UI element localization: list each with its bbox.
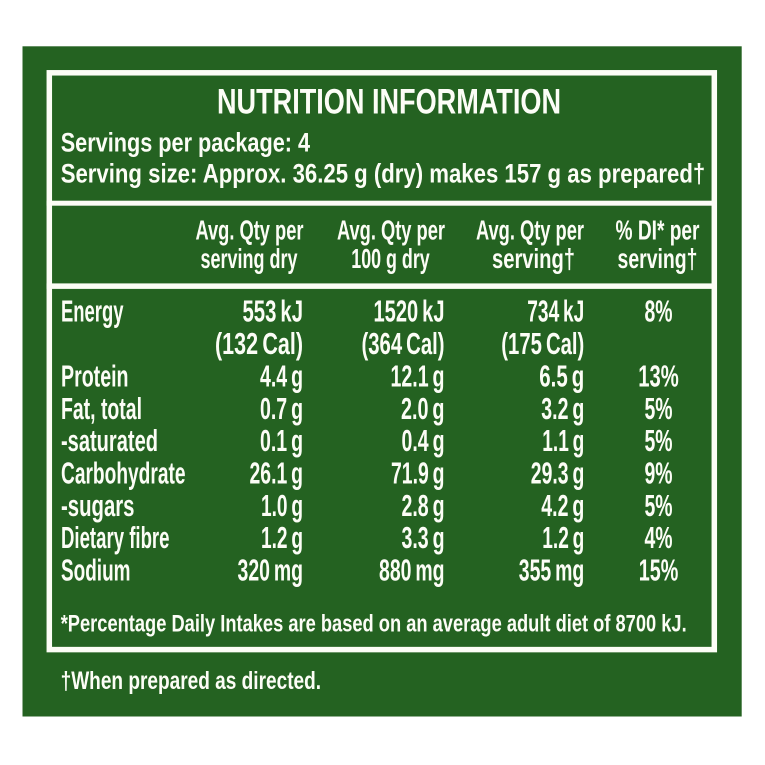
svg-text:*Percentage Daily Intakes are: *Percentage Daily Intakes are based on a… [61, 611, 687, 638]
svg-text:880 mg: 880 mg [379, 553, 445, 588]
svg-text:NUTRITION INFORMATION: NUTRITION INFORMATION [217, 83, 561, 122]
svg-text:4.4 g: 4.4 g [260, 358, 303, 393]
svg-text:Carbohydrate: Carbohydrate [61, 456, 186, 491]
svg-text:serving†: serving† [618, 243, 698, 274]
svg-text:-saturated: -saturated [61, 423, 158, 458]
svg-text:Sodium: Sodium [61, 553, 131, 588]
svg-text:2.8 g: 2.8 g [402, 488, 445, 523]
svg-text:1.0 g: 1.0 g [261, 488, 303, 523]
svg-text:Fat, total: Fat, total [61, 391, 142, 426]
svg-text:0.4 g: 0.4 g [402, 423, 445, 458]
svg-text:(175 Cal): (175 Cal) [501, 326, 584, 361]
svg-text:12.1 g: 12.1 g [391, 358, 445, 393]
svg-text:serving dry: serving dry [201, 243, 298, 274]
svg-text:5%: 5% [645, 488, 673, 523]
svg-text:553 kJ: 553 kJ [243, 294, 304, 329]
svg-text:1.2 g: 1.2 g [261, 520, 303, 555]
svg-text:1.1 g: 1.1 g [542, 423, 584, 458]
svg-text:29.3 g: 29.3 g [531, 456, 585, 491]
svg-text:8%: 8% [645, 294, 673, 329]
svg-text:Dietary fibre: Dietary fibre [61, 520, 170, 555]
svg-text:(364 Cal): (364 Cal) [362, 326, 445, 361]
svg-text:Energy: Energy [61, 294, 124, 329]
svg-text:% DI* per: % DI* per [616, 215, 700, 246]
svg-text:0.7 g: 0.7 g [260, 391, 303, 426]
svg-text:13%: 13% [638, 358, 679, 393]
svg-text:Avg. Qty per: Avg. Qty per [337, 215, 445, 246]
svg-text:4%: 4% [645, 520, 673, 555]
svg-text:-sugars: -sugars [61, 488, 135, 523]
svg-text:Avg. Qty per: Avg. Qty per [476, 215, 584, 246]
svg-text:3.3 g: 3.3 g [402, 520, 445, 555]
svg-text:2.0 g: 2.0 g [401, 391, 445, 426]
svg-text:1.2 g: 1.2 g [542, 520, 584, 555]
svg-text:6.5 g: 6.5 g [539, 358, 584, 393]
svg-text:5%: 5% [645, 391, 673, 426]
svg-text:26.1 g: 26.1 g [250, 456, 304, 491]
svg-text:9%: 9% [645, 456, 673, 491]
svg-text:3.2 g: 3.2 g [541, 391, 584, 426]
svg-text:0.1 g: 0.1 g [260, 423, 303, 458]
svg-text:320 mg: 320 mg [238, 553, 304, 588]
svg-text:100 g dry: 100 g dry [351, 243, 430, 274]
svg-text:71.9 g: 71.9 g [391, 456, 445, 491]
svg-text:Serving size: Approx. 36.25 g: Serving size: Approx. 36.25 g (dry) make… [61, 159, 706, 189]
svg-text:Avg. Qty per: Avg. Qty per [196, 215, 304, 246]
svg-text:355 mg: 355 mg [519, 553, 585, 588]
svg-text:15%: 15% [639, 553, 679, 588]
svg-text:(132 Cal): (132 Cal) [215, 326, 303, 361]
svg-text:734 kJ: 734 kJ [527, 294, 584, 329]
svg-text:5%: 5% [645, 423, 673, 458]
svg-text:†When prepared as directed.: †When prepared as directed. [61, 667, 322, 695]
svg-text:1520 kJ: 1520 kJ [374, 294, 445, 329]
svg-text:4.2 g: 4.2 g [541, 488, 584, 523]
svg-text:Protein: Protein [61, 358, 129, 393]
svg-text:Servings per package: 4: Servings per package: 4 [61, 127, 311, 157]
svg-text:serving†: serving† [492, 243, 575, 274]
